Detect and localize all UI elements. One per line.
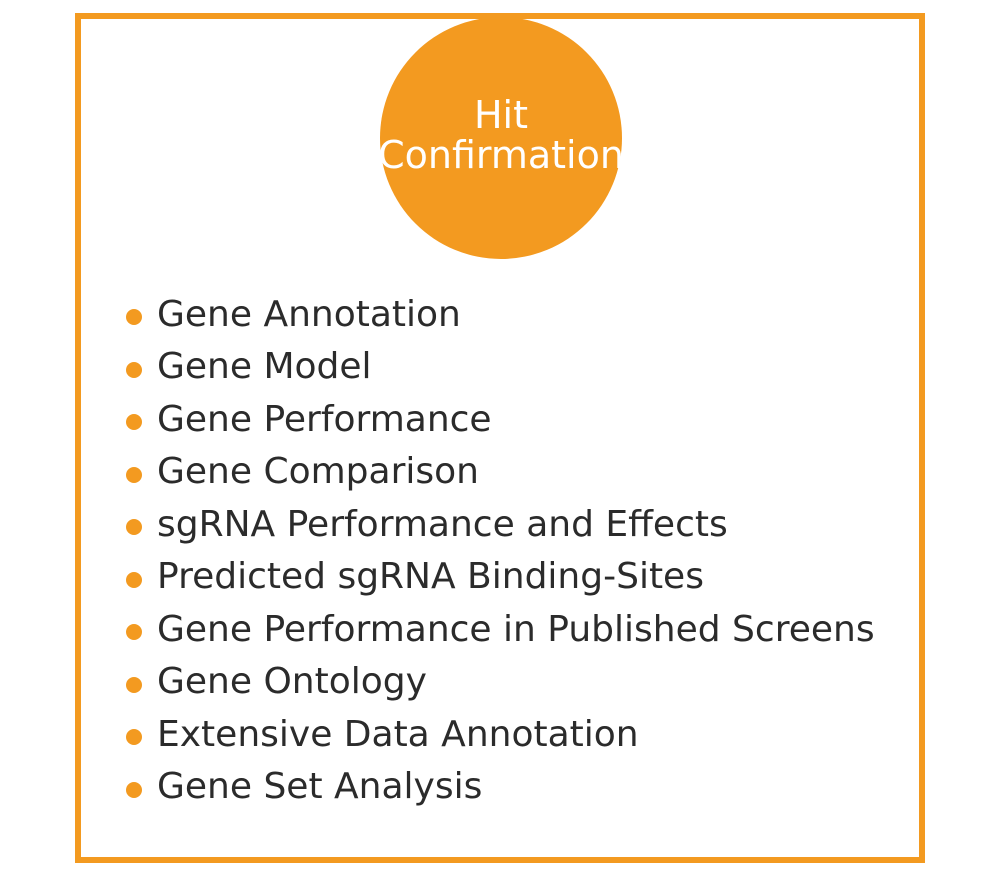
feature-list: Gene Annotation Gene Model Gene Performa… [126, 288, 875, 813]
list-item: Extensive Data Annotation [126, 708, 875, 761]
feature-label: Gene Model [157, 346, 372, 388]
list-item: Gene Ontology [126, 656, 875, 709]
bullet-dot-icon [126, 466, 142, 483]
feature-label: Extensive Data Annotation [157, 713, 639, 755]
bullet-dot-icon [126, 676, 142, 693]
bullet-dot-icon [126, 781, 142, 798]
feature-label: Predicted sgRNA Binding-Sites [157, 556, 704, 598]
feature-label: Gene Annotation [157, 293, 461, 335]
bullet-dot-icon [126, 624, 142, 641]
list-item: sgRNA Performance and Effects [126, 498, 875, 551]
list-item: Gene Performance in Published Screens [126, 603, 875, 656]
bullet-dot-icon [126, 729, 142, 746]
feature-label: Gene Performance in Published Screens [157, 608, 875, 650]
feature-label: Gene Ontology [157, 661, 427, 703]
bullet-dot-icon [126, 414, 142, 431]
feature-label: Gene Set Analysis [157, 766, 483, 808]
list-item: Gene Set Analysis [126, 761, 875, 814]
list-item: Gene Performance [126, 393, 875, 446]
feature-label: sgRNA Performance and Effects [157, 503, 728, 545]
bullet-dot-icon [126, 361, 142, 378]
feature-label: Gene Performance [157, 398, 492, 440]
feature-label: Gene Comparison [157, 451, 479, 493]
bullet-dot-icon [126, 309, 142, 326]
list-item: Predicted sgRNA Binding-Sites [126, 551, 875, 604]
title-line-2: Confirmation [378, 133, 624, 177]
list-item: Gene Comparison [126, 446, 875, 499]
title-badge: Hit Confirmation [378, 17, 624, 259]
card-frame [75, 13, 925, 863]
bullet-dot-icon [126, 571, 142, 588]
bullet-dot-icon [126, 519, 142, 536]
list-item: Gene Model [126, 341, 875, 394]
list-item: Gene Annotation [126, 288, 875, 341]
title-line-1: Hit [473, 93, 529, 137]
